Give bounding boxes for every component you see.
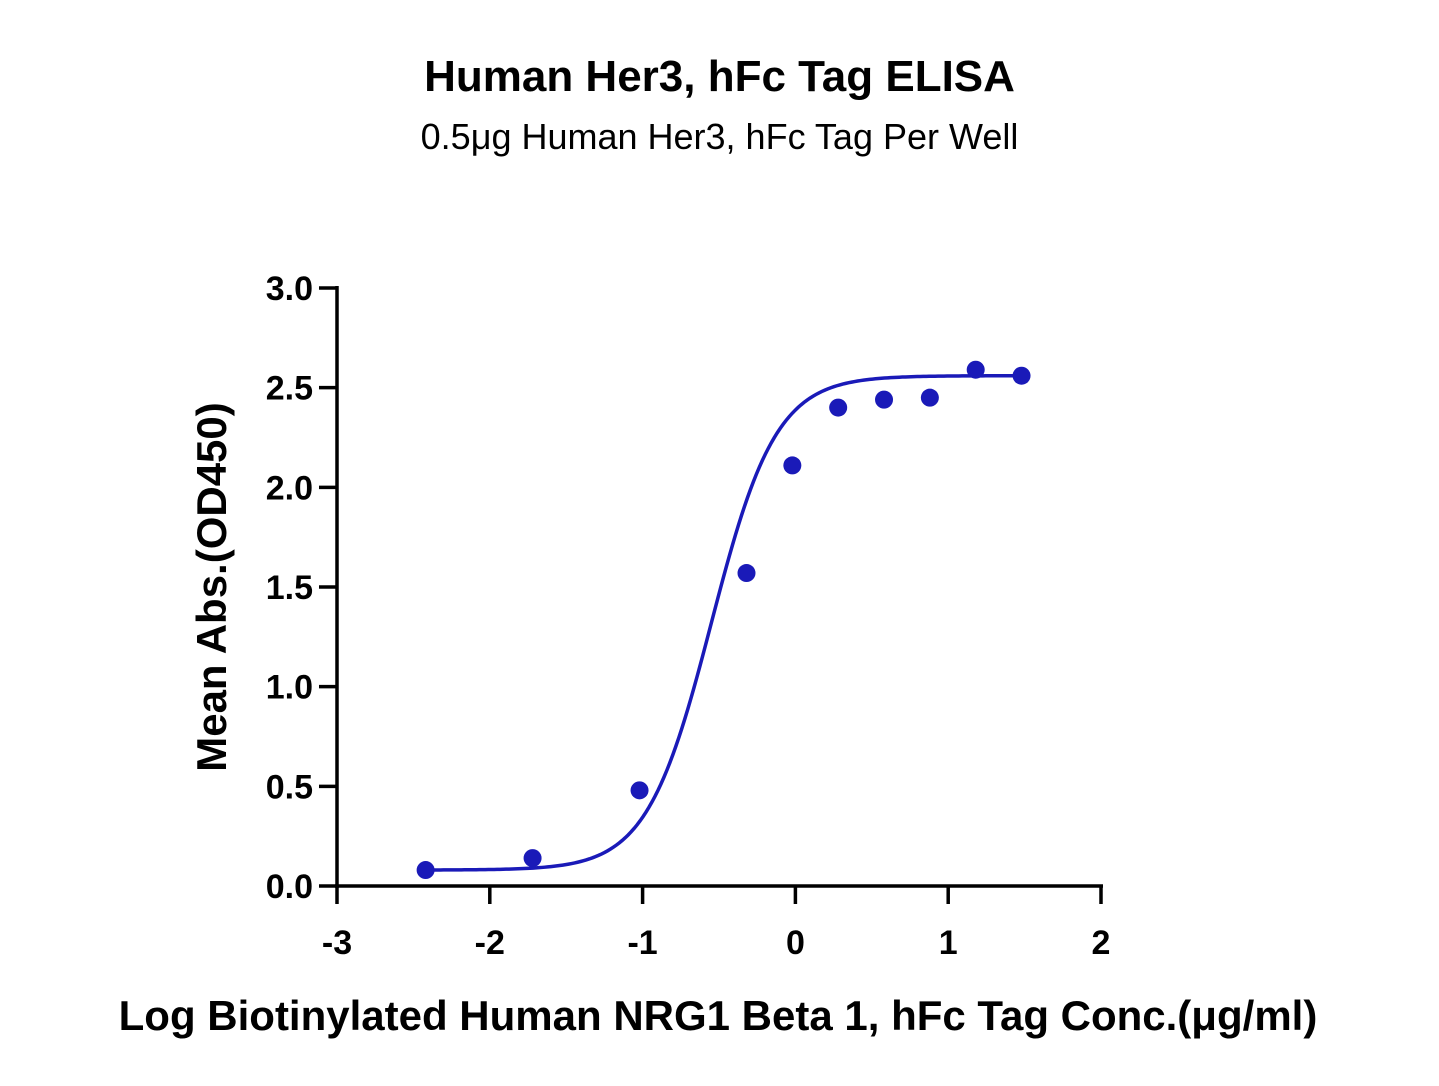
y-axis-title: Mean Abs.(OD450) bbox=[188, 402, 235, 772]
x-axis-title: Log Biotinylated Human NRG1 Beta 1, hFc … bbox=[119, 992, 1318, 1039]
y-tick-label: 1.0 bbox=[266, 669, 313, 707]
data-point bbox=[523, 849, 542, 868]
fit-curve-layer bbox=[425, 373, 1022, 872]
chart-subtitle: 0.5μg Human Her3, hFc Tag Per Well bbox=[420, 116, 1019, 157]
data-point bbox=[875, 390, 894, 409]
data-point bbox=[783, 456, 802, 475]
data-point bbox=[829, 398, 848, 417]
y-tick-label: 1.5 bbox=[266, 569, 313, 607]
x-tick-label: 0 bbox=[786, 924, 805, 962]
y-tick-label: 0.5 bbox=[266, 768, 313, 806]
axes: 0.0 0.5 1.0 1.5 2.0 2.5 3.0 -3 -2 -1 0 1 2 bbox=[266, 270, 1111, 962]
data-point bbox=[737, 564, 756, 583]
data-points-layer bbox=[416, 360, 1031, 880]
y-tick-label: 2.0 bbox=[266, 469, 313, 507]
data-point bbox=[966, 360, 985, 379]
x-tick-label: -3 bbox=[322, 924, 352, 962]
data-point bbox=[1012, 366, 1031, 385]
y-tick-label: 3.0 bbox=[266, 270, 313, 308]
data-point bbox=[920, 388, 939, 407]
y-tick-label: 2.5 bbox=[266, 370, 313, 408]
x-tick-label: 1 bbox=[939, 924, 958, 962]
fit-curve bbox=[425, 373, 1022, 872]
x-tick-label: -2 bbox=[475, 924, 505, 962]
chart-title: Human Her3, hFc Tag ELISA bbox=[424, 52, 1015, 101]
y-tick-label: 0.0 bbox=[266, 868, 313, 906]
data-point bbox=[630, 781, 649, 800]
data-point bbox=[416, 861, 435, 880]
x-tick-label: 2 bbox=[1092, 924, 1111, 962]
x-tick-label: -1 bbox=[627, 924, 657, 962]
